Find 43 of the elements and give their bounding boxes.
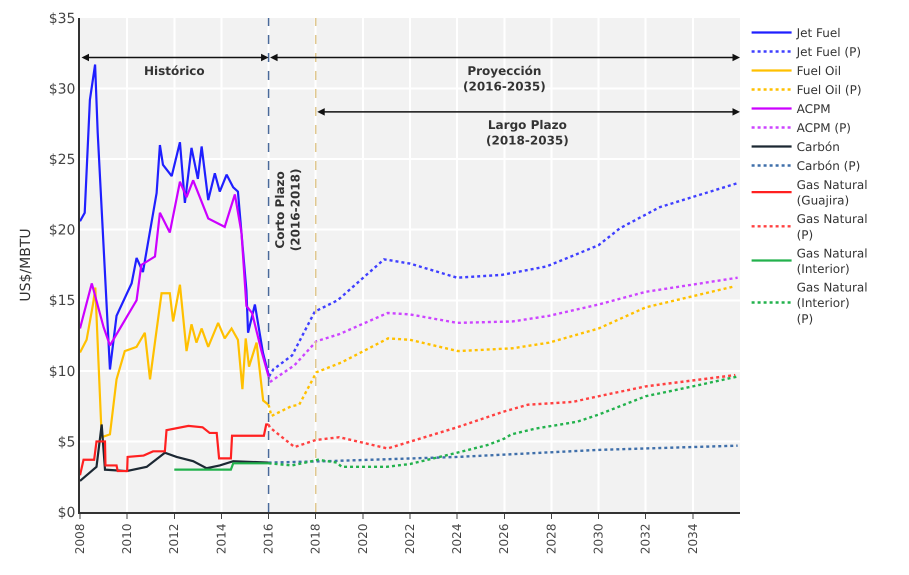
legend-label: Jet Fuel	[796, 26, 841, 40]
legend-label: Gas Natural (P)	[796, 212, 868, 242]
y-tick-label: $0	[58, 504, 76, 521]
y-tick-label: $35	[48, 10, 76, 27]
line-series	[267, 276, 739, 384]
annotation: Proyección (2016-2035)	[463, 64, 546, 94]
legend-label: Gas Natural (Interior)	[796, 246, 868, 276]
legend-label: Carbón (P)	[796, 159, 860, 174]
x-tick-label: 2018	[308, 524, 323, 554]
y-tick-label: $20	[48, 222, 76, 239]
legend-label: Gas Natural (Guajira)	[796, 178, 868, 208]
x-tick-label: 2008	[72, 524, 87, 554]
line-series	[267, 374, 736, 450]
x-tick-label: 2020	[356, 524, 370, 554]
legend-label: ACPM (P)	[796, 121, 851, 136]
x-tick-label: 2034	[686, 524, 700, 554]
annotation: Largo Plazo (2018-2035)	[486, 118, 569, 148]
x-tick-label: 2026	[497, 524, 512, 554]
legend-label: Jet Fuel (P)	[796, 45, 862, 60]
x-tick-label: 2022	[402, 524, 417, 554]
line-series	[267, 444, 739, 464]
x-tick-label: 2012	[167, 524, 182, 554]
x-tick-label: 2028	[544, 524, 558, 554]
annotation: Histórico	[144, 64, 205, 78]
ref-line-label: Corto Plazo (2016-2018)	[272, 168, 302, 252]
x-tick-label: 2032	[638, 524, 653, 554]
legend-label: Fuel Oil (P)	[796, 83, 862, 98]
y-tick-label: $10	[48, 364, 76, 380]
legend-label: ACPM	[796, 102, 831, 116]
x-tick-label: 2016	[261, 524, 276, 554]
y-tick-label: $25	[48, 152, 76, 168]
x-tick-label: 2014	[214, 524, 228, 554]
y-tick-label: $5	[58, 434, 76, 450]
x-tick-label: 2024	[450, 524, 464, 554]
y-tick-label: $15	[48, 293, 76, 310]
legend-label: Fuel Oil	[796, 64, 842, 78]
y-tick-label: $30	[48, 81, 76, 98]
line-series	[80, 179, 270, 378]
x-tick-label: 2010	[120, 524, 134, 554]
x-tick-label: 2030	[591, 524, 606, 554]
y-axis-title: US$/MBTU	[18, 228, 34, 302]
legend-label: Gas Natural (Interior) (P)	[796, 280, 868, 326]
legend-label: Carbón	[796, 140, 840, 154]
